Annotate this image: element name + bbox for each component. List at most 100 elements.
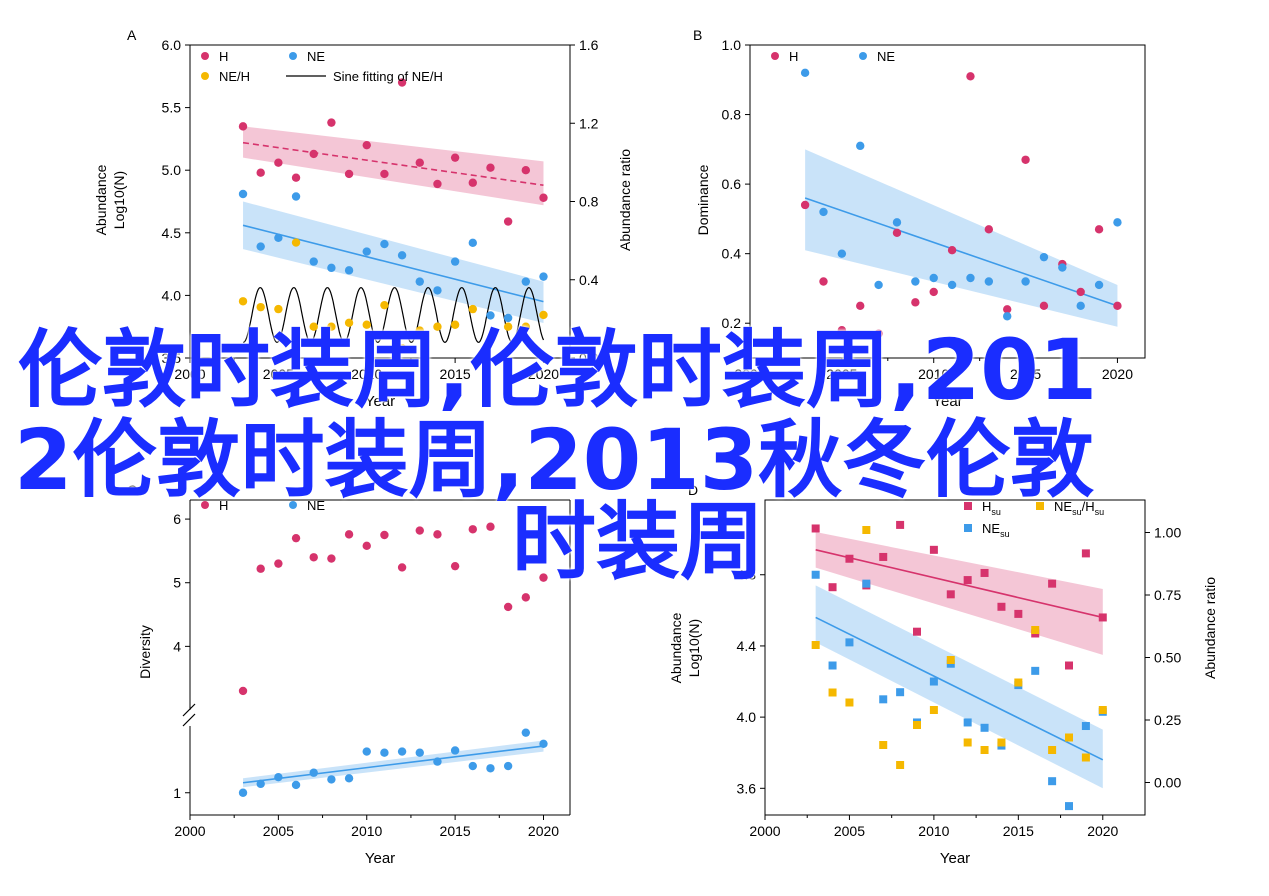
legend-label: H [219, 49, 228, 64]
data-point [468, 304, 477, 314]
data-point [879, 552, 888, 561]
confidence-band-ne [805, 149, 1118, 327]
y2-tick-label: 0.00 [1154, 775, 1181, 791]
legend-item: NE [289, 49, 325, 64]
data-point [1098, 613, 1107, 622]
data-point [879, 695, 888, 704]
y-axis-title: Log10(N) [686, 619, 702, 677]
legend: H NE NE/H Sine fitting of NE/H [201, 49, 443, 84]
data-point [468, 238, 477, 248]
data-point [929, 287, 938, 297]
data-point [450, 153, 460, 162]
data-point [911, 277, 920, 286]
data-point [344, 169, 354, 179]
series-ne [800, 68, 1122, 321]
x-tick-label: 2020 [528, 366, 559, 382]
legend-label: NE/H [219, 69, 250, 84]
y-tick-label: 4.4 [737, 638, 757, 654]
y-tick-label: 0.8 [722, 107, 742, 123]
legend: H NE [201, 498, 325, 513]
legend-label: H [789, 49, 798, 64]
y-tick-label: 4.8 [737, 567, 757, 583]
y-axis-title: Diversity [137, 625, 153, 679]
data-point [929, 677, 938, 686]
y-tick-label: 5 [173, 575, 181, 591]
legend-item: Hsu [964, 499, 1001, 517]
axes-frame [182, 499, 571, 816]
x-tick-label: 2000 [174, 823, 205, 839]
legend-label: H [219, 498, 228, 513]
data-point [380, 300, 389, 310]
legend-label: NEsu [982, 521, 1010, 539]
data-point [874, 329, 883, 338]
fit-line-ne [242, 224, 544, 303]
data-point [486, 336, 495, 345]
x-tick-label: 2010 [351, 366, 382, 382]
x-tick-label: 2015 [1003, 823, 1034, 839]
data-point [415, 277, 424, 286]
data-point [327, 554, 336, 563]
y-tick-label: 0.6 [722, 176, 742, 192]
x-tick-label: 2005 [826, 366, 857, 382]
data-point [1014, 609, 1023, 618]
legend-item: H [201, 49, 228, 64]
data-point [327, 775, 336, 784]
x-tick-label: 2000 [749, 823, 780, 839]
data-point [1003, 312, 1012, 321]
series-h [238, 78, 548, 226]
data-point [256, 242, 265, 251]
x-axis-title: Year [940, 850, 970, 867]
plot-area [238, 522, 548, 797]
data-point [856, 301, 865, 311]
data-point [362, 247, 371, 256]
data-point [327, 263, 336, 273]
data-point [963, 718, 972, 727]
data-point [362, 140, 371, 150]
y2-tick-label: 0.4 [579, 272, 599, 288]
x-tick-label: 2000 [174, 366, 205, 382]
data-point [947, 280, 957, 290]
data-point [1039, 252, 1049, 262]
data-point [291, 238, 301, 247]
legend-item: NE/H [201, 69, 250, 84]
data-point [238, 788, 248, 797]
data-point [291, 780, 301, 790]
data-point [291, 533, 301, 543]
legend-label: NE [307, 498, 325, 513]
data-point [344, 774, 354, 783]
plot-area [811, 520, 1107, 811]
data-point [892, 228, 902, 237]
data-point [503, 602, 513, 612]
data-point [966, 273, 975, 283]
data-point [274, 772, 283, 782]
x-tick-label: 2020 [528, 823, 559, 839]
series-ne [238, 728, 548, 797]
data-point [980, 746, 989, 754]
data-point [397, 563, 407, 572]
x-tick-label: 2015 [1010, 366, 1041, 382]
y2-tick-label: 0.75 [1154, 587, 1181, 603]
data-point [486, 311, 495, 320]
y-axis-title: Abundance [668, 612, 684, 683]
data-point [380, 530, 389, 540]
legend-label: NEsu/Hsu [1054, 499, 1104, 517]
data-point [433, 286, 442, 295]
y-tick-label: 5.5 [162, 100, 182, 116]
data-point [256, 779, 265, 789]
data-point [980, 568, 989, 577]
data-point [946, 590, 955, 599]
y-tick-label: 5.0 [162, 162, 182, 178]
fit-line-ne [242, 745, 544, 784]
data-point [984, 277, 994, 286]
data-point [946, 656, 955, 664]
data-point [963, 738, 972, 747]
data-point [828, 688, 837, 697]
data-point [274, 559, 283, 568]
data-point [837, 249, 847, 258]
data-point [309, 322, 318, 331]
data-point [1031, 626, 1040, 634]
plot-area [800, 68, 1122, 338]
data-point [433, 179, 442, 189]
y-tick-label: 1 [173, 785, 181, 801]
